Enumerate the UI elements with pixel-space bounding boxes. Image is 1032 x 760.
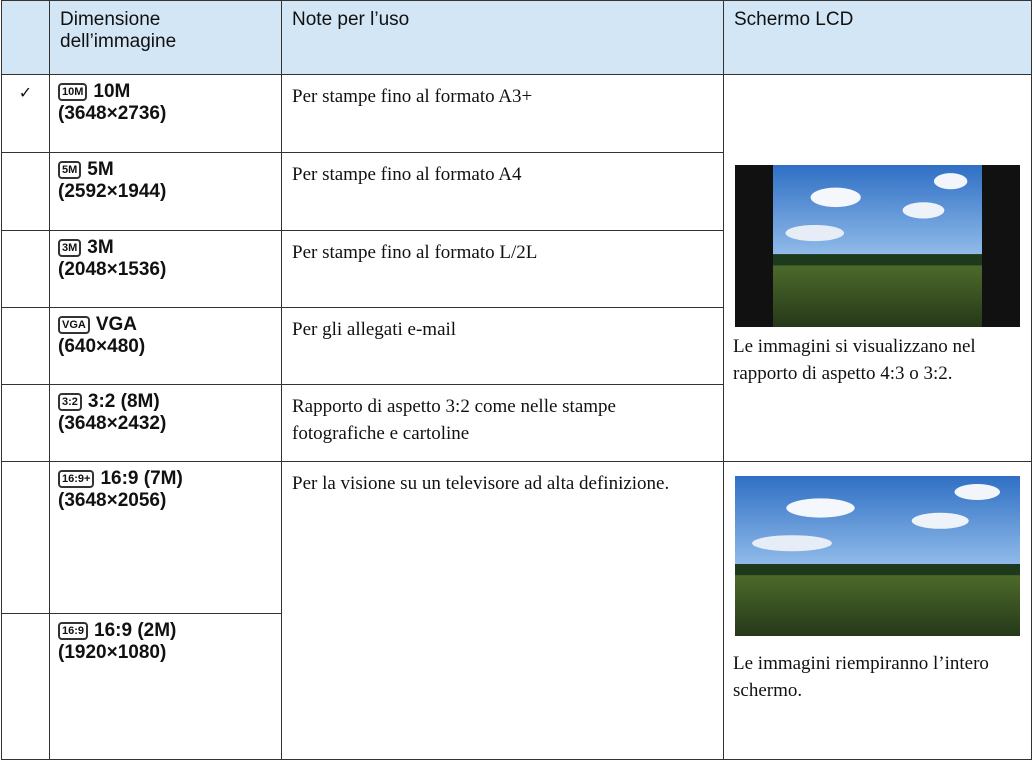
table-row: 3:2 3:2 (8M) (3648×2432) Rapporto di aspett… bbox=[1, 384, 1032, 462]
note-text: Per stampe fino al formato L/2L bbox=[292, 242, 538, 263]
size-cell: VGA VGA (640×480) bbox=[49, 307, 282, 385]
size-line: 3M 3M bbox=[58, 237, 273, 259]
table-row: 3M 3M (2048×1536) Per stampe fino al format… bbox=[1, 230, 1032, 308]
size-label: 10M bbox=[93, 81, 131, 102]
note-cell: Per stampe fino al formato A4 bbox=[281, 152, 724, 231]
size-cell: 16:9 16:9 (2M) (1920×1080) bbox=[49, 613, 282, 760]
header-cell bbox=[1, 0, 50, 75]
size-line: 16:9+ 16:9 (7M) bbox=[58, 468, 273, 490]
note-text: Per stampe fino al formato A3+ bbox=[292, 86, 533, 107]
note-cell: Rapporto di aspetto 3:2 come nelle stamp… bbox=[281, 384, 724, 462]
size-cell: 10M 10M (3648×2736) bbox=[49, 74, 282, 153]
size-icon: 5M bbox=[58, 161, 82, 179]
size-icon: 16:9 bbox=[58, 622, 89, 640]
size-icon: 10M bbox=[58, 83, 88, 101]
note-cell: Per gli allegati e-mail bbox=[281, 307, 724, 385]
lcd-text: Le immagini riempiranno l’intero schermo… bbox=[733, 653, 989, 701]
header-text: Dimensione dell’immagine bbox=[60, 9, 177, 52]
header-cell: Schermo LCD bbox=[723, 0, 1032, 75]
size-icon: 3M bbox=[58, 239, 82, 257]
check-cell bbox=[1, 461, 50, 614]
note-cell: Per stampe fino al formato L/2L bbox=[281, 230, 724, 308]
header-row: Dimensione dell’immagine Note per l’uso … bbox=[1, 0, 1032, 75]
lcd-cell: Le immagini si visualizzano nel rapporto… bbox=[723, 74, 1032, 462]
resolution: (3648×2432) bbox=[58, 413, 167, 434]
check-cell bbox=[1, 230, 50, 308]
size-label: 3M bbox=[87, 237, 114, 258]
note-cell: Per la visione su un televisore ad alta … bbox=[281, 461, 724, 760]
size-icon: 3:2 bbox=[58, 393, 82, 411]
header-cell: Note per l’uso bbox=[281, 0, 724, 75]
size-cell: 5M 5M (2592×1944) bbox=[49, 152, 282, 231]
size-line: 10M 10M bbox=[58, 81, 273, 103]
check-cell bbox=[1, 152, 50, 231]
size-line: VGA VGA bbox=[58, 314, 273, 336]
note-text: Per stampe fino al formato A4 bbox=[292, 164, 522, 185]
size-line: 3:2 3:2 (8M) bbox=[58, 391, 273, 413]
size-icon: VGA bbox=[58, 316, 90, 334]
resolution: (2592×1944) bbox=[58, 181, 167, 202]
lcd-cell: Le immagini riempiranno l’intero schermo… bbox=[723, 461, 1032, 760]
table-row: VGA VGA (640×480) Per gli allegati e-mail bbox=[1, 307, 1032, 385]
size-cell: 16:9+ 16:9 (7M) (3648×2056) bbox=[49, 461, 282, 614]
size-icon: 16:9+ bbox=[58, 470, 95, 488]
table-row: 16:9+ 16:9 (7M) (3648×2056) Per la visione … bbox=[1, 461, 1032, 760]
note-text: Rapporto di aspetto 3:2 come nelle stamp… bbox=[292, 396, 616, 444]
resolution: (1920×1080) bbox=[58, 642, 167, 663]
size-label: 16:9 (2M) bbox=[94, 620, 177, 641]
resolution: (3648×2736) bbox=[58, 103, 167, 124]
table-row: 16:9 16:9 (2M) (1920×1080) bbox=[1, 613, 1032, 760]
size-line: 16:9 16:9 (2M) bbox=[58, 620, 273, 642]
header-cell: Dimensione dell’immagine bbox=[49, 0, 282, 75]
resolution: (2048×1536) bbox=[58, 259, 167, 280]
check-cell bbox=[1, 613, 50, 760]
table-row: ✓ 10M 10M (3648×2736) Per stampe fino al for… bbox=[1, 74, 1032, 462]
lcd-image bbox=[735, 165, 1020, 327]
check-cell bbox=[1, 384, 50, 462]
note-cell: Per stampe fino al formato A3+ bbox=[281, 74, 724, 153]
note-text: Per gli allegati e-mail bbox=[292, 319, 457, 340]
note-text: Per la visione su un televisore ad alta … bbox=[292, 473, 670, 494]
check-cell bbox=[1, 307, 50, 385]
size-cell: 3M 3M (2048×1536) bbox=[49, 230, 282, 308]
size-line: 5M 5M bbox=[58, 159, 273, 181]
size-cell: 3:2 3:2 (8M) (3648×2432) bbox=[49, 384, 282, 462]
lcd-text: Le immagini si visualizzano nel rapporto… bbox=[733, 336, 976, 384]
size-label: 16:9 (7M) bbox=[100, 468, 183, 489]
resolution: (640×480) bbox=[58, 336, 146, 357]
resolution: (3648×2056) bbox=[58, 490, 167, 511]
size-label: 5M bbox=[87, 159, 114, 180]
check-cell: ✓ bbox=[1, 74, 50, 153]
size-label: VGA bbox=[95, 314, 138, 335]
size-label: 3:2 (8M) bbox=[87, 391, 160, 412]
lcd-image bbox=[735, 476, 1020, 636]
